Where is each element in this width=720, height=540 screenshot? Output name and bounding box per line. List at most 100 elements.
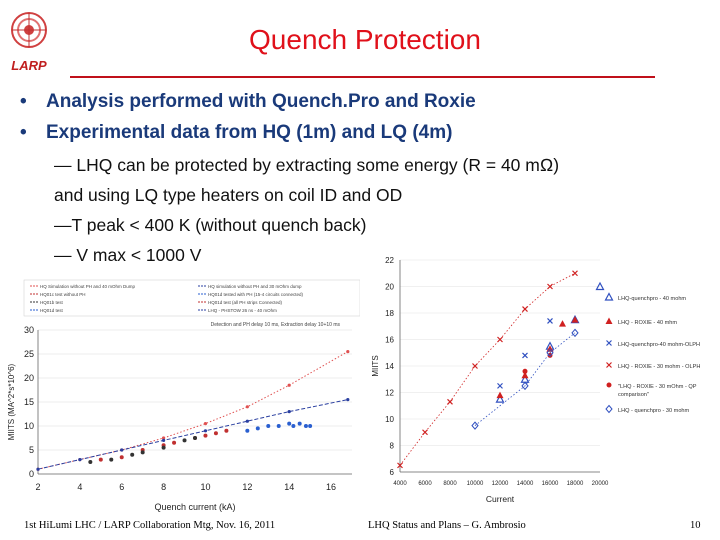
data-point [182,438,187,443]
data-point [606,362,612,368]
footer-left: 1st HiLumi LHC / LARP Collaboration Mtg,… [24,520,276,531]
data-point [495,394,505,403]
x-tick-label: 18000 [567,481,584,487]
legend-entry: HQ simulation without PH and 30 mOhm dum… [208,284,302,289]
series [88,436,197,464]
y-axis-label: MIITS [371,355,380,376]
data-point [521,371,529,379]
data-point [120,448,124,452]
series-line [37,351,349,470]
footer-center: LHQ Status and Plans – G. Ambrosio [368,520,526,531]
bullet-dot: • [20,122,27,143]
data-point [571,316,579,323]
title-divider [70,76,655,78]
larp-logo: LARP [11,12,47,73]
x-tick-label: 8 [161,482,166,492]
data-point [346,350,350,354]
data-point [88,460,93,464]
sub-points: — LHQ can be protected by extracting som… [54,150,559,270]
y-tick-label: 0 [29,469,34,479]
series [497,318,553,389]
legend-entry: HQ Simulation without PH and 40 mOhm Dum… [40,284,136,289]
data-point [547,283,553,290]
x-tick-label: 8000 [443,481,457,487]
series [495,281,605,403]
data-point [98,457,103,462]
x-tick-label: 20000 [592,481,609,487]
y-tick-label: 22 [385,256,394,265]
y-tick-label: 5 [29,445,34,455]
bullet-text: Analysis performed with Quench.Pro and R… [46,91,476,112]
y-tick-label: 6 [390,468,395,477]
y-tick-label: 14 [385,362,394,371]
legend-entry: HQ01c test without PH [40,292,86,297]
logo-emblem-icon [11,12,47,48]
data-point [605,317,613,324]
x-tick-label: 12000 [492,481,509,487]
y-tick-label: 16 [385,336,394,345]
data-point [109,457,114,462]
series [397,270,578,469]
chart-legend-box [23,279,360,317]
right-chart: 4000 6000 8000 10000 12000 14000 16000 18000 200… [371,256,700,504]
series-line [474,332,576,426]
logo-text: LARP [11,58,47,73]
legend-entry: HQ01b test [40,300,64,305]
data-point [203,422,208,426]
data-point [266,424,271,428]
data-point [521,381,529,391]
x-axis-label: Current [486,494,515,504]
series [471,328,579,430]
data-point [276,424,281,428]
data-point [297,421,302,426]
data-point [162,436,166,440]
data-point [193,436,197,440]
data-point [496,391,504,399]
data-point [287,421,292,426]
y-tick-label: 12 [385,389,394,398]
sub-point: and using LQ type heaters on coil ID and… [54,185,403,205]
data-point [497,382,503,389]
data-point [172,440,177,445]
bullet-list: • Analysis performed with Quench.Pro and … [20,86,476,148]
x-tick-label: 6 [119,482,124,492]
x-tick-label: 2 [35,482,40,492]
data-point [36,467,40,471]
data-point [559,320,566,327]
bullet-item: • Experimental data from HQ (1m) and LQ (… [20,117,476,148]
legend-entry: LHQ - quenchpro - 30 mohm [618,408,690,414]
bullet-item: • Analysis performed with Quench.Pro and … [20,86,476,117]
series [98,428,229,462]
y-tick-label: 20 [24,373,34,383]
data-point [497,336,503,343]
y-tick-label: 10 [385,415,394,424]
legend-entry: LHQ - ROXIE - 40 mhm [618,320,677,326]
data-point [213,431,218,436]
series-line [37,399,348,470]
y-tick-label: 8 [390,442,395,451]
legend-entry: LHQ-quenchpro - 40 mohm [618,296,686,302]
data-point [547,318,553,324]
series-line [399,272,576,466]
y-axis-label: MIITS (MA^2*s*10^6) [7,363,16,440]
y-tick-label: 15 [24,397,34,407]
series [245,421,313,433]
data-point [245,405,249,409]
x-tick-label: 16000 [542,481,559,487]
y-tick-label: 20 [385,283,394,292]
data-point [606,382,612,388]
x-tick-label: 6000 [418,481,432,487]
data-point [119,455,124,460]
sub-point: —T peak < 400 K (without quench back) [54,215,367,235]
data-point [522,368,528,374]
bullet-dot: • [20,91,27,112]
data-point [308,424,313,428]
legend-entry: LHQ - PHSTOW 26 ns - 40 mOhm [208,308,277,313]
legend-entry: HQ01d tested with PH (15-4 circuits conn… [208,292,304,297]
x-tick-label: 14 [284,482,294,492]
legend-entry: "LHQ - ROXIE - 30 mOhm - QP [618,384,697,390]
data-point [571,328,579,338]
data-point [245,419,249,423]
data-point [422,429,428,436]
legend-entry-continued: comparison" [618,392,649,398]
